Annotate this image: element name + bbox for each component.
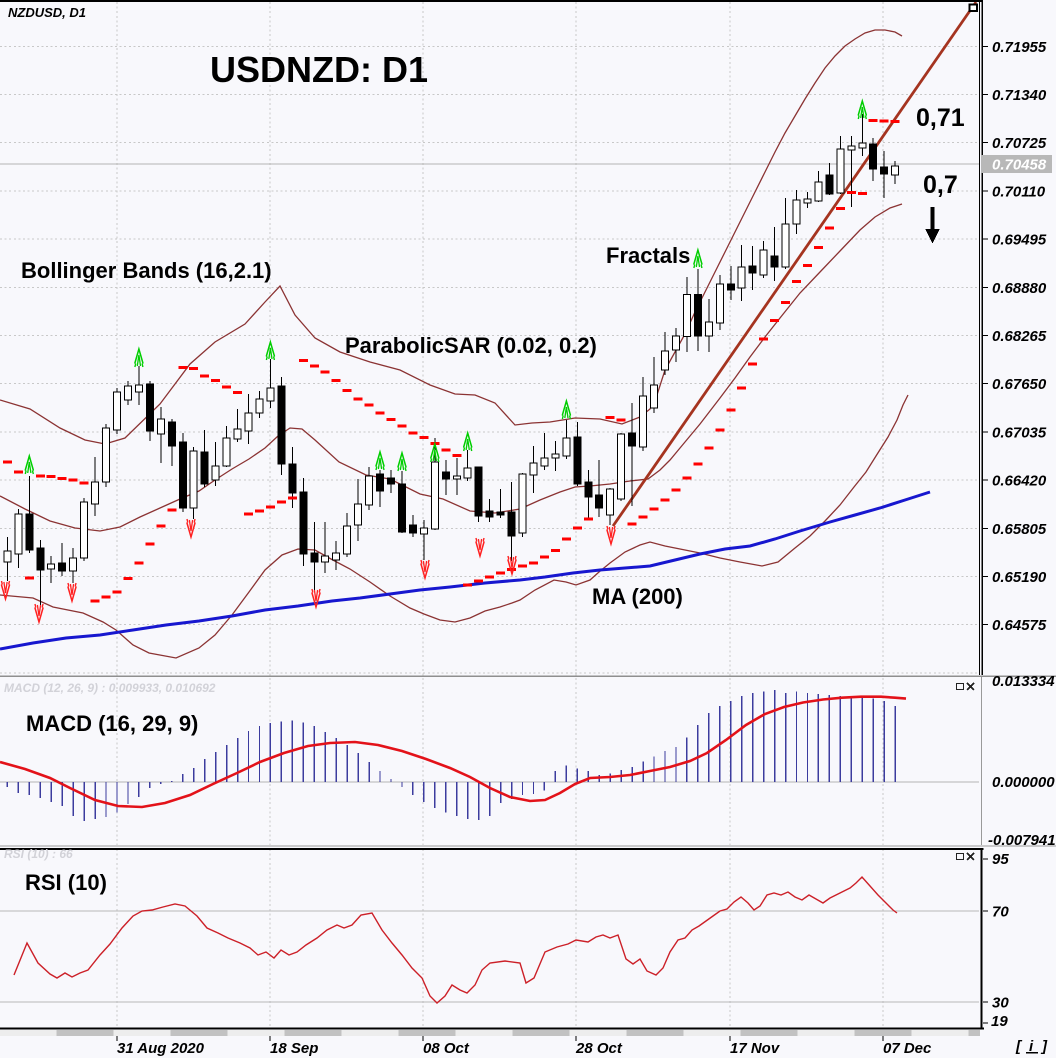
svg-text:0.65805: 0.65805: [992, 521, 1047, 538]
svg-text:0.64575: 0.64575: [992, 617, 1047, 634]
svg-text:0,7: 0,7: [923, 171, 958, 199]
svg-text:Bollinger Bands (16,2.1): Bollinger Bands (16,2.1): [21, 258, 272, 283]
svg-text:0.67650: 0.67650: [992, 376, 1047, 393]
svg-text:0.71955: 0.71955: [992, 39, 1047, 56]
svg-text:[: [: [1015, 1038, 1023, 1055]
svg-text:0.66420: 0.66420: [992, 473, 1047, 490]
svg-text:19: 19: [991, 1013, 1008, 1030]
svg-text:0,71: 0,71: [916, 104, 965, 132]
svg-text:i: i: [1029, 1038, 1034, 1055]
svg-text:0.70725: 0.70725: [992, 135, 1047, 152]
svg-text:30: 30: [992, 995, 1009, 1012]
svg-text:70: 70: [992, 904, 1009, 921]
svg-text:0.71340: 0.71340: [992, 87, 1047, 104]
svg-text:0.65190: 0.65190: [992, 569, 1047, 586]
svg-text:0.70110: 0.70110: [992, 183, 1046, 200]
svg-text:08 Oct: 08 Oct: [423, 1040, 470, 1057]
svg-text:MACD (12, 26, 9) : 0.009933, 0: MACD (12, 26, 9) : 0.009933, 0.010692: [4, 681, 216, 695]
svg-text:0.68880: 0.68880: [992, 280, 1047, 297]
svg-text:RSI (10): RSI (10): [25, 870, 107, 895]
svg-text:0.70458: 0.70458: [992, 157, 1047, 174]
svg-text:0.67035: 0.67035: [992, 424, 1047, 441]
svg-text:0.69495: 0.69495: [992, 232, 1047, 249]
svg-text:0.000000: 0.000000: [992, 774, 1055, 791]
svg-text:NZDUSD, D1: NZDUSD, D1: [8, 5, 86, 20]
svg-text:07 Dec: 07 Dec: [883, 1040, 932, 1057]
svg-text:95: 95: [992, 851, 1009, 868]
svg-text:0.68265: 0.68265: [992, 328, 1047, 345]
svg-text:USDNZD: D1: USDNZD: D1: [210, 49, 428, 90]
svg-text:31 Aug 2020: 31 Aug 2020: [117, 1040, 205, 1057]
svg-text:MACD (16, 29, 9): MACD (16, 29, 9): [26, 711, 198, 736]
svg-text:17 Nov: 17 Nov: [730, 1040, 781, 1057]
svg-text:28 Oct: 28 Oct: [575, 1040, 623, 1057]
svg-text:]: ]: [1040, 1038, 1048, 1055]
svg-text:-0.007941: -0.007941: [988, 832, 1056, 849]
svg-text:MA (200): MA (200): [592, 584, 683, 609]
svg-text:RSI (10) : 66: RSI (10) : 66: [4, 847, 73, 861]
svg-text:Fractals: Fractals: [606, 243, 690, 268]
svg-text:18 Sep: 18 Sep: [270, 1040, 318, 1057]
svg-text:ParabolicSAR (0.02, 0.2): ParabolicSAR (0.02, 0.2): [345, 333, 597, 358]
svg-text:0.013334: 0.013334: [992, 673, 1055, 690]
